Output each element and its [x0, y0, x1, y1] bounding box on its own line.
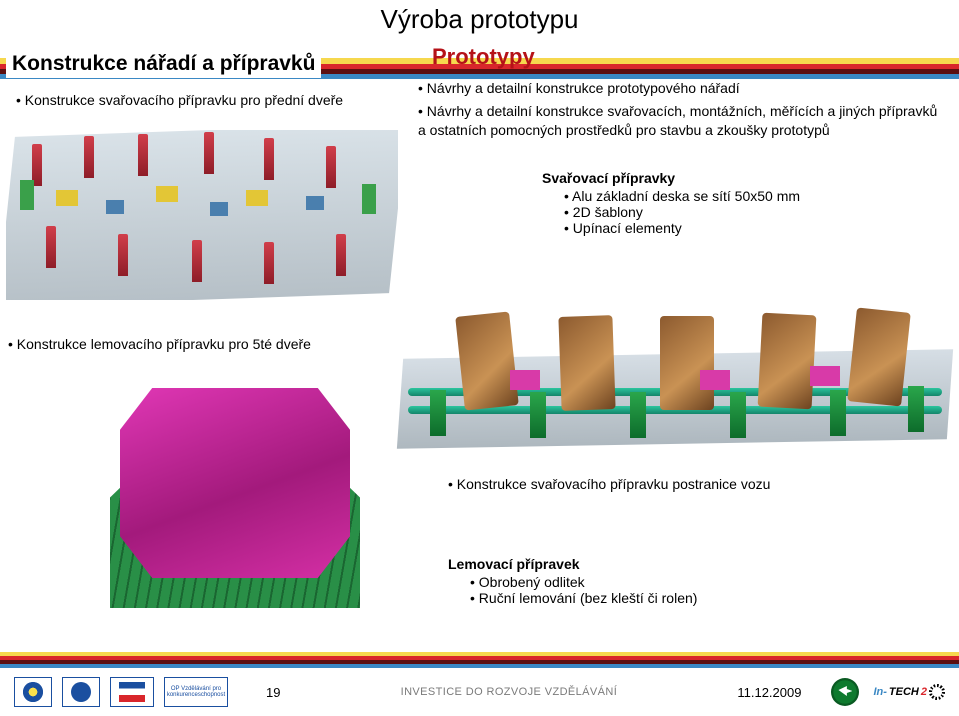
footer-invest-text: INVESTICE DO ROZVOJE VZDĚLÁVÁNÍ — [280, 686, 737, 698]
welding-fixtures-text: Svařovací přípravky Alu základní deska s… — [542, 170, 942, 236]
welding-l2: 2D šablony — [564, 204, 942, 220]
eu-flag-logo — [62, 677, 100, 707]
footer-date: 11.12.2009 — [737, 685, 801, 700]
center-bullets: Návrhy a detailní konstrukce prototypové… — [418, 80, 938, 140]
gear-icon — [929, 684, 945, 700]
lemov-head: Lemovací přípravek — [448, 556, 908, 572]
footer: OP Vzdělávání pro konkurenceschopnost 19… — [0, 668, 959, 716]
op-vk-logo: OP Vzdělávání pro konkurenceschopnost — [164, 677, 228, 707]
lemov-bullet-row: Konstrukce lemovacího přípravku pro 5té … — [8, 336, 311, 352]
left-bullet: Konstrukce svařovacího přípravku pro pře… — [16, 92, 343, 108]
side-assembly-bullet-row: Konstrukce svařovacího přípravku postran… — [448, 476, 770, 492]
welding-l3: Upínací elementy — [564, 220, 942, 236]
welding-fixture-illustration — [6, 130, 398, 300]
op-vk-text: OP Vzdělávání pro konkurenceschopnost — [165, 686, 227, 698]
center-line2: Návrhy a detailní konstrukce svařovacích… — [418, 102, 938, 140]
side-assembly-bullet: Konstrukce svařovacího přípravku postran… — [448, 476, 770, 492]
center-line1: Návrhy a detailní konstrukce prototypové… — [418, 80, 938, 96]
intech-pre: In- — [873, 686, 886, 698]
welding-l1: Alu základní deska se sítí 50x50 mm — [564, 188, 942, 204]
intech-logo: In- TECH 2 — [873, 684, 945, 700]
lemov-text: Lemovací přípravek Obrobený odlitek Ručn… — [448, 556, 908, 606]
intech-suf: 2 — [921, 686, 927, 698]
side-assembly-illustration — [400, 270, 950, 450]
footer-right-logos: In- TECH 2 — [831, 678, 945, 706]
welding-head: Svařovací přípravky — [542, 170, 942, 186]
page-title: Výroba prototypu — [0, 0, 959, 35]
page-number: 19 — [266, 685, 280, 700]
lemov-fixture-illustration — [110, 378, 360, 588]
eu-esf-logo — [14, 677, 52, 707]
lemov-l2: Ruční lemování (bez kleští či rolen) — [470, 590, 908, 606]
msmt-logo — [110, 677, 154, 707]
lemov-bullet: Konstrukce lemovacího přípravku pro 5té … — [8, 336, 311, 352]
prototypes-title: Prototypy — [432, 44, 535, 70]
intech-mid: TECH — [889, 686, 919, 698]
footer-left-logos: OP Vzdělávání pro konkurenceschopnost — [14, 677, 228, 707]
skoda-logo — [831, 678, 859, 706]
lemov-l1: Obrobený odlitek — [470, 574, 908, 590]
left-bullet-row: Konstrukce svařovacího přípravku pro pře… — [16, 92, 343, 108]
left-heading: Konstrukce nářadí a přípravků — [6, 50, 321, 78]
footer-stripes — [0, 652, 959, 668]
